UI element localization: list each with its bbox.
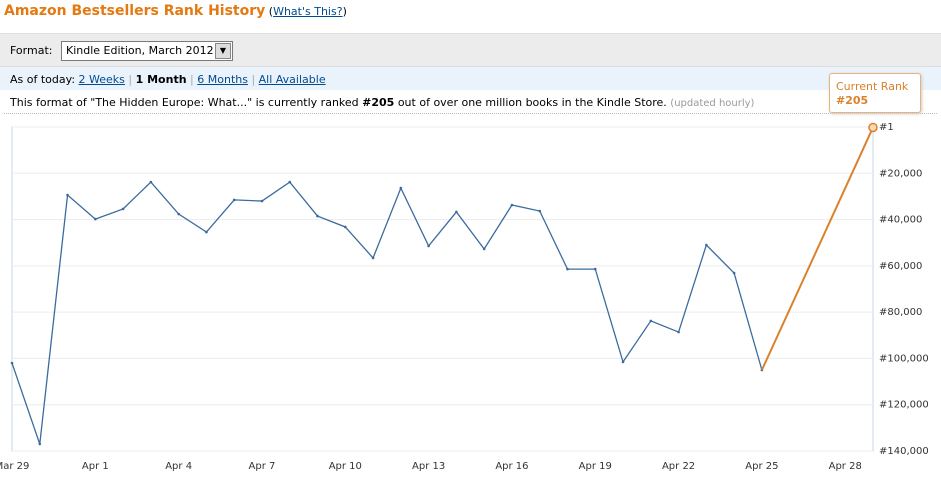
status: This format of "The Hidden Europe: What.… bbox=[10, 96, 754, 109]
y-tick-label: #140,000 bbox=[879, 446, 929, 457]
range-option[interactable]: 2 Weeks bbox=[78, 73, 125, 86]
format-bar: Format: Kindle Edition, March 2012 ▼ bbox=[0, 33, 941, 67]
x-tick-label: Mar 29 bbox=[0, 461, 29, 472]
point bbox=[232, 198, 236, 202]
current-rank: #205 bbox=[362, 96, 395, 109]
x-tick-label: Apr 7 bbox=[249, 461, 276, 472]
point bbox=[66, 193, 69, 197]
point bbox=[260, 199, 264, 203]
x-tick-label: Apr 10 bbox=[329, 461, 362, 472]
x-tick-label: Apr 1 bbox=[82, 461, 109, 472]
separator: | bbox=[186, 73, 198, 86]
tooltip-title: Current Rank bbox=[836, 80, 909, 93]
x-tick-label: Apr 4 bbox=[165, 461, 192, 472]
y-tick-label: #60,000 bbox=[879, 261, 922, 272]
tooltip: Current Rank #205 bbox=[829, 73, 921, 113]
point bbox=[343, 225, 347, 229]
divider bbox=[4, 113, 937, 114]
dropdown-arrow[interactable]: ▼ bbox=[215, 43, 231, 59]
y-tick-label: #80,000 bbox=[879, 307, 922, 318]
range-bar: As of today: 2 Weeks | 1 Month | 6 Month… bbox=[0, 67, 941, 90]
point bbox=[316, 214, 319, 218]
range-links: As of today: 2 Weeks | 1 Month | 6 Month… bbox=[10, 73, 326, 86]
paren: ( bbox=[268, 5, 274, 18]
point bbox=[482, 247, 486, 251]
format-select[interactable]: Kindle Edition, March 2012 ▼ bbox=[61, 41, 233, 61]
point bbox=[371, 256, 375, 260]
tooltip-value: #205 bbox=[836, 94, 869, 107]
point bbox=[288, 180, 292, 184]
x-tick-label: Apr 13 bbox=[412, 461, 445, 472]
x-tick-label: Apr 22 bbox=[662, 461, 695, 472]
point bbox=[399, 186, 403, 190]
current-connector bbox=[760, 127, 874, 371]
status-note: (updated hourly) bbox=[670, 98, 755, 109]
x-tick-label: Apr 28 bbox=[829, 461, 862, 472]
status-text: out of over one million books in the Kin… bbox=[397, 96, 667, 109]
status-text: This format of "The Hidden Europe: What.… bbox=[10, 96, 359, 109]
header: Amazon Bestsellers Rank History (What's … bbox=[4, 3, 347, 19]
range-option[interactable]: 1 Month bbox=[135, 73, 187, 86]
y-tick-label: #100,000 bbox=[879, 353, 929, 364]
x-tick-label: Apr 25 bbox=[745, 461, 778, 472]
range-option[interactable]: 6 Months bbox=[197, 73, 248, 86]
point bbox=[677, 330, 680, 334]
point bbox=[621, 360, 625, 364]
point bbox=[510, 203, 514, 207]
range-option[interactable]: All Available bbox=[258, 73, 326, 86]
whats-this-link[interactable]: What's This? bbox=[273, 5, 343, 18]
point bbox=[649, 319, 653, 323]
format-label: Format: bbox=[10, 44, 53, 57]
paren: ) bbox=[342, 5, 347, 18]
x-tick-label: Apr 19 bbox=[579, 461, 612, 472]
point bbox=[593, 267, 597, 271]
y-tick-label: #20,000 bbox=[879, 168, 922, 179]
x-tick-label: Apr 16 bbox=[495, 461, 528, 472]
point bbox=[149, 180, 153, 184]
point bbox=[10, 361, 14, 365]
range-label: As of today: bbox=[10, 73, 76, 86]
y-tick-label: #120,000 bbox=[879, 400, 929, 411]
point bbox=[455, 210, 458, 214]
separator: | bbox=[247, 73, 259, 86]
plot-area bbox=[11, 126, 874, 452]
separator: | bbox=[124, 73, 136, 86]
format-value: Kindle Edition, March 2012 bbox=[66, 44, 214, 57]
y-tick-label: #40,000 bbox=[879, 215, 922, 226]
point bbox=[177, 212, 180, 216]
rank-line bbox=[11, 181, 763, 445]
point bbox=[38, 442, 42, 446]
point bbox=[705, 243, 708, 247]
point bbox=[538, 209, 542, 213]
current-point bbox=[868, 122, 878, 133]
point bbox=[205, 230, 208, 234]
y-tick-label: #1 bbox=[879, 122, 894, 133]
point bbox=[732, 271, 736, 275]
point bbox=[427, 244, 430, 248]
point bbox=[121, 207, 125, 211]
title: Amazon Bestsellers Rank History bbox=[4, 3, 266, 19]
point bbox=[94, 217, 97, 221]
point bbox=[566, 267, 569, 271]
